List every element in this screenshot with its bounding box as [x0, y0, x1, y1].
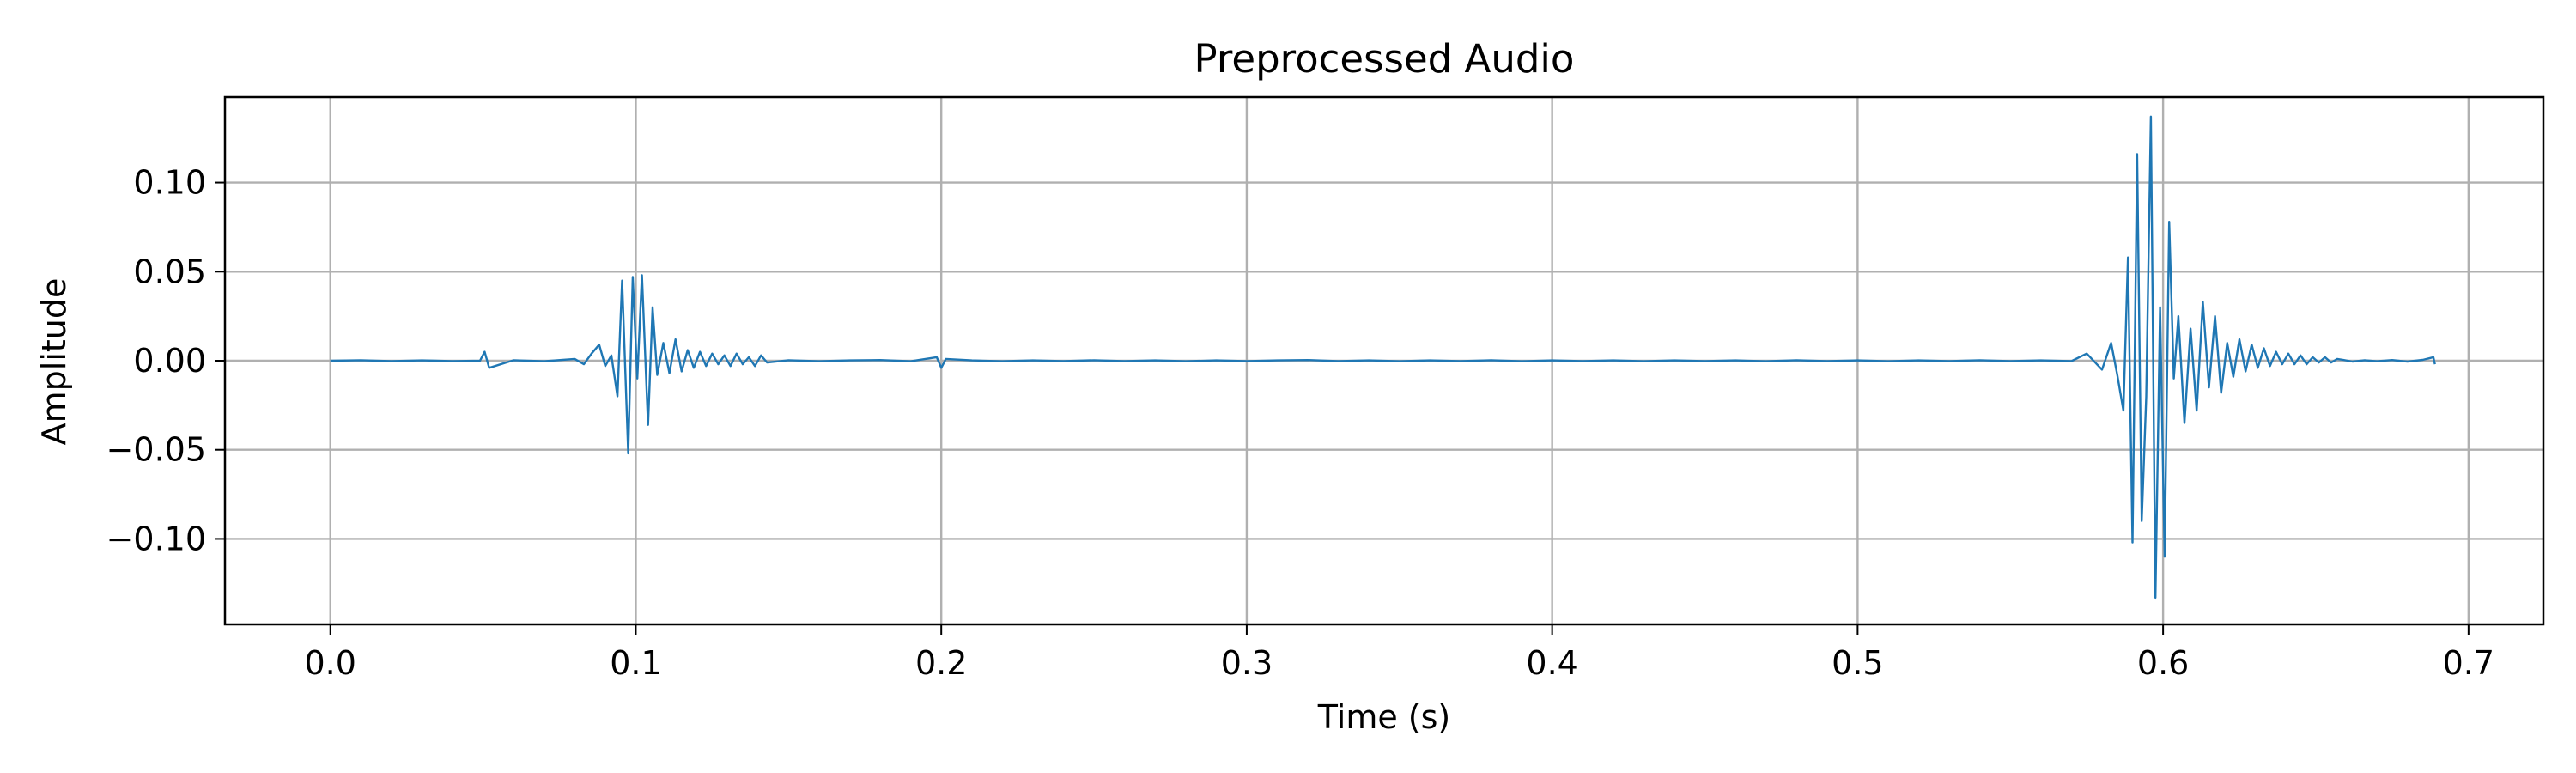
tick-layer: 0.0 0.1 0.2 0.3 0.4 0.5 0.6 0.7 −0.10 −0.05 0.00 0.…	[106, 164, 2495, 682]
y-tick-label: −0.05	[106, 431, 206, 469]
x-tick-label: 0.5	[1832, 644, 1883, 682]
y-tick-label: 0.10	[133, 164, 206, 202]
y-axis-title: Amplitude	[35, 278, 73, 446]
x-tick-label: 0.4	[1526, 644, 1577, 682]
y-tick-label: −0.10	[106, 520, 206, 557]
x-tick-label: 0.3	[1221, 644, 1273, 682]
series-layer	[330, 115, 2436, 600]
y-tick-label: 0.00	[133, 342, 206, 380]
x-tick-label: 0.6	[2137, 644, 2189, 682]
chart-title: Preprocessed Audio	[1194, 36, 1575, 82]
x-tick-label: 0.7	[2443, 644, 2494, 682]
x-tick-label: 0.2	[915, 644, 967, 682]
y-tick-label: 0.05	[133, 253, 206, 290]
x-axis-title: Time (s)	[1317, 698, 1451, 736]
x-tick-label: 0.1	[610, 644, 661, 682]
waveform-line	[330, 115, 2436, 600]
x-tick-label: 0.0	[305, 644, 356, 682]
